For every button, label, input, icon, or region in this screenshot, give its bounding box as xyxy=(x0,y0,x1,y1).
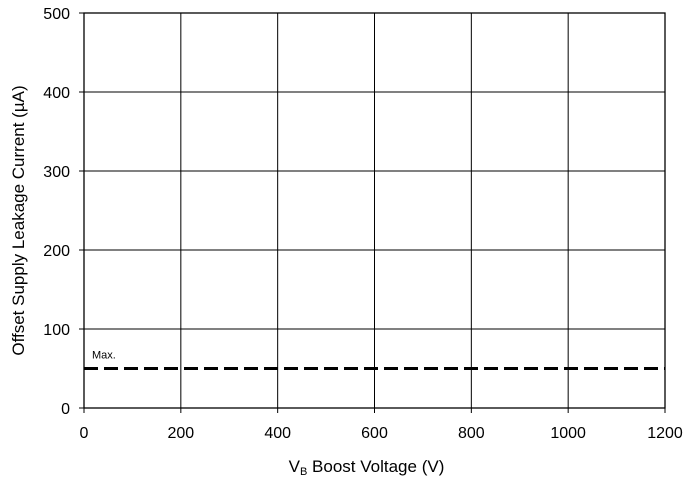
x-tick-label-400: 400 xyxy=(264,425,291,442)
x-tick-label-200: 200 xyxy=(167,425,194,442)
y-tick-label-100: 100 xyxy=(43,322,70,339)
x-tick-label-600: 600 xyxy=(361,425,388,442)
x-tick-label-1000: 1000 xyxy=(550,425,586,442)
series-layer: Max. xyxy=(84,350,665,370)
y-tick-label-500: 500 xyxy=(43,6,70,23)
plot-frame xyxy=(83,12,666,409)
x-axis-title-main: V xyxy=(289,457,301,476)
series-label-max: Max. xyxy=(92,350,116,362)
y-tick-label-300: 300 xyxy=(43,164,70,181)
y-tick-label-200: 200 xyxy=(43,243,70,260)
y-tick-label-0: 0 xyxy=(61,401,70,418)
x-axis-title-subscript: B xyxy=(300,466,307,478)
x-tick-label-1200: 1200 xyxy=(647,425,683,442)
y-axis-title: Offset Supply Leakage Current (µA) xyxy=(9,85,28,355)
x-axis-title: VB Boost Voltage (V) xyxy=(289,457,445,478)
x-axis-title-rest: Boost Voltage (V) xyxy=(307,457,444,476)
y-tick-label-400: 400 xyxy=(43,85,70,102)
x-tick-label-0: 0 xyxy=(80,425,89,442)
x-tick-label-800: 800 xyxy=(458,425,485,442)
grid xyxy=(79,12,666,413)
tick-labels: 0 200 400 600 800 1000 1200 0 100 200 300 400 500 xyxy=(43,6,683,442)
